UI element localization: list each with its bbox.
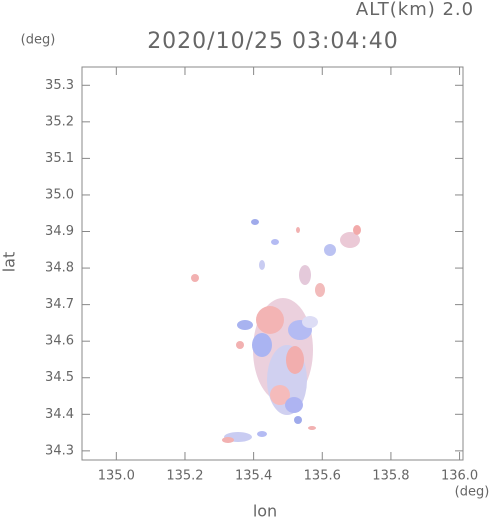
x-tick-label: 136.0 — [441, 469, 478, 484]
echo-patch — [252, 333, 272, 357]
echo-patch — [237, 320, 253, 330]
y-tick-label: 35.3 — [45, 78, 74, 93]
echo-patch — [299, 265, 311, 285]
y-tick-label: 35.1 — [45, 151, 74, 166]
y-axis-label: lat — [0, 252, 19, 273]
y-unit: (deg) — [21, 33, 56, 48]
echo-patch — [340, 232, 360, 248]
echo-patch — [259, 260, 265, 270]
echo-patch — [191, 274, 199, 282]
echo-patch — [270, 385, 290, 405]
echo-patch — [222, 437, 234, 443]
echo-patch — [285, 397, 303, 413]
x-unit: (deg) — [455, 485, 490, 500]
echo-patch — [315, 283, 325, 297]
y-tick-label: 35.2 — [45, 114, 74, 129]
y-tick-label: 34.4 — [45, 407, 74, 422]
echo-patch — [251, 219, 259, 225]
y-tick-label: 34.8 — [45, 261, 74, 276]
radar-echoes — [191, 219, 361, 443]
y-tick-label: 34.5 — [45, 370, 74, 385]
x-tick-label: 135.6 — [304, 469, 341, 484]
echo-patch — [296, 227, 300, 233]
echo-patch — [257, 431, 267, 437]
y-tick-label: 34.9 — [45, 224, 74, 239]
echo-patch — [353, 225, 361, 235]
x-tick-label: 135.4 — [235, 469, 272, 484]
echo-patch — [302, 316, 318, 328]
echo-patch — [286, 346, 304, 374]
chart-title: 2020/10/25 03:04:40 — [147, 29, 399, 54]
y-tick-label: 34.6 — [45, 334, 74, 349]
echo-patch — [271, 239, 279, 245]
echo-patch — [256, 306, 284, 334]
x-axis-label: lon — [253, 502, 277, 521]
echo-patch — [308, 426, 316, 430]
y-tick-label: 34.3 — [45, 443, 74, 458]
altitude-label: ALT(km) 2.0 — [356, 0, 474, 20]
y-tick-label: 34.7 — [45, 297, 74, 312]
x-tick-label: 135.2 — [166, 469, 203, 484]
echo-patch — [236, 341, 244, 349]
plot-frame — [81, 66, 464, 461]
echo-patch — [294, 416, 302, 424]
x-tick-label: 135.0 — [98, 469, 135, 484]
y-tick-label: 35.0 — [45, 187, 74, 202]
echo-patch — [324, 244, 336, 256]
x-tick-label: 135.8 — [372, 469, 409, 484]
